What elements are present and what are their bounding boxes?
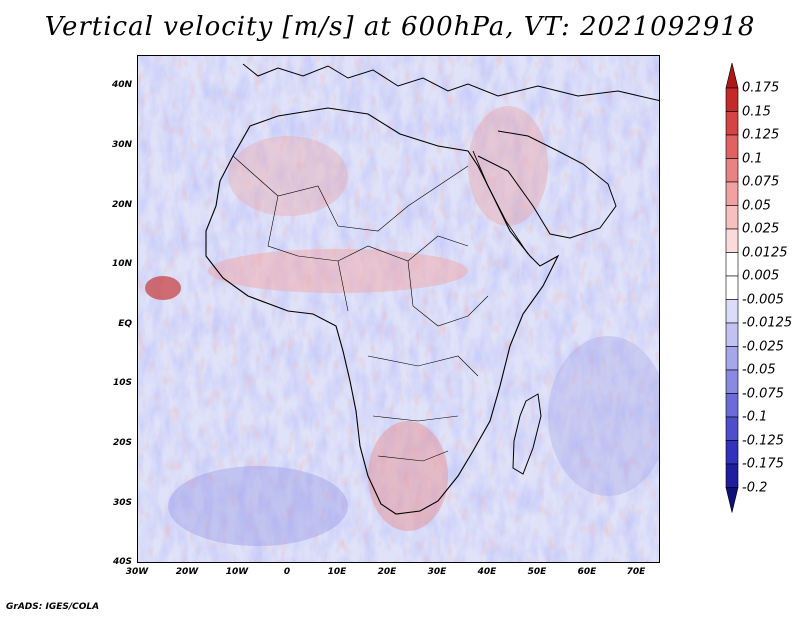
lat-label: 20N: [111, 200, 132, 210]
colorbar-label: 0.05: [742, 198, 771, 213]
colorbar-label: 0.1: [742, 151, 763, 166]
lon-label: 20E: [377, 567, 397, 577]
colorbar-label: -0.2: [742, 480, 768, 495]
lon-label: 30E: [427, 567, 447, 577]
colorbar-bottom-triangle: [725, 487, 739, 513]
colorbar-label: -0.025: [742, 339, 784, 354]
lon-label: 40E: [477, 567, 497, 577]
lat-label: 40N: [111, 80, 132, 90]
lon-label: 60E: [577, 567, 597, 577]
footer-credit: GrADS: IGES/COLA: [6, 602, 100, 612]
colorbar-bin: [725, 87, 739, 112]
colorbar-bin: [725, 440, 739, 465]
chart-title: Vertical velocity [m/s] at 600hPa, VT: 2…: [44, 12, 756, 42]
red-sea: [472, 150, 529, 255]
colorbar-bin: [725, 369, 739, 394]
colorbar-label: 0.0125: [742, 245, 788, 260]
updraft-patch-sahel: [208, 249, 468, 293]
colorbar-label: 0.075: [742, 174, 780, 190]
lon-label: 10W: [225, 567, 249, 577]
updraft-patch-atlantic: [145, 276, 181, 300]
africa-coastline: [205, 107, 560, 515]
lat-label: 40S: [112, 557, 132, 567]
colorbar-bin: [725, 346, 739, 371]
map-svg: [138, 56, 659, 562]
lat-label: 30N: [111, 140, 132, 150]
colorbar-label: -0.1: [742, 409, 768, 425]
colorbar-label: -0.125: [742, 433, 784, 448]
updraft-patch-southern-africa: [368, 421, 448, 531]
lat-label: 10N: [111, 259, 132, 269]
colorbar-label: -0.0125: [742, 315, 793, 331]
colorbar-bin: [725, 322, 739, 347]
colorbar-label: 0.175: [742, 80, 780, 96]
colorbar-label: 0.025: [742, 221, 780, 237]
lon-label: 70E: [626, 567, 646, 577]
colorbar-bin: [725, 111, 739, 136]
lon-label: 0: [283, 567, 291, 577]
colorbar-bin: [725, 299, 739, 324]
arabia-coastline: [477, 130, 617, 239]
lat-label: 20S: [112, 438, 132, 448]
lon-label: 50E: [527, 567, 547, 577]
updraft-texture: [138, 56, 659, 562]
downdraft-patch-indian-ocean: [548, 336, 659, 496]
colorbar-bin: [725, 205, 739, 230]
lon-label: 20W: [175, 567, 199, 577]
colorbar-label: 0.125: [742, 127, 780, 143]
colorbar-label: -0.005: [742, 292, 784, 307]
updraft-patch-sahara-west: [228, 136, 348, 216]
lon-label: 10E: [327, 567, 347, 577]
colorbar-bin: [725, 252, 739, 277]
colorbar-label: 0.15: [742, 104, 771, 119]
map-panel: [137, 55, 660, 563]
colorbar-bin: [725, 275, 739, 300]
colorbar-bin: [725, 463, 739, 488]
colorbar-label: -0.175: [742, 456, 784, 472]
colorbar-bin: [725, 416, 739, 441]
colorbar-bin: [725, 181, 739, 206]
lat-label: 30S: [112, 498, 132, 508]
colorbar-top-triangle: [725, 62, 739, 89]
updraft-patch-arabia: [468, 106, 548, 226]
lat-label: 10S: [112, 378, 132, 388]
downdraft-patch-south-atlantic: [168, 466, 348, 546]
colorbar-bin: [725, 228, 739, 253]
lon-label: 30W: [125, 567, 149, 577]
colorbar-svg: [725, 62, 739, 513]
colorbar-bin: [725, 393, 739, 418]
colorbar-label: -0.05: [742, 362, 776, 378]
madagascar-coastline: [512, 393, 542, 475]
country-borders: [232, 155, 489, 462]
europe-coastline: [242, 63, 659, 102]
colorbar-label: 0.005: [742, 268, 780, 284]
colorbar-bin: [725, 158, 739, 183]
lat-label: EQ: [118, 319, 132, 329]
colorbar-label: -0.075: [742, 386, 784, 401]
colorbar-bin: [725, 134, 739, 159]
